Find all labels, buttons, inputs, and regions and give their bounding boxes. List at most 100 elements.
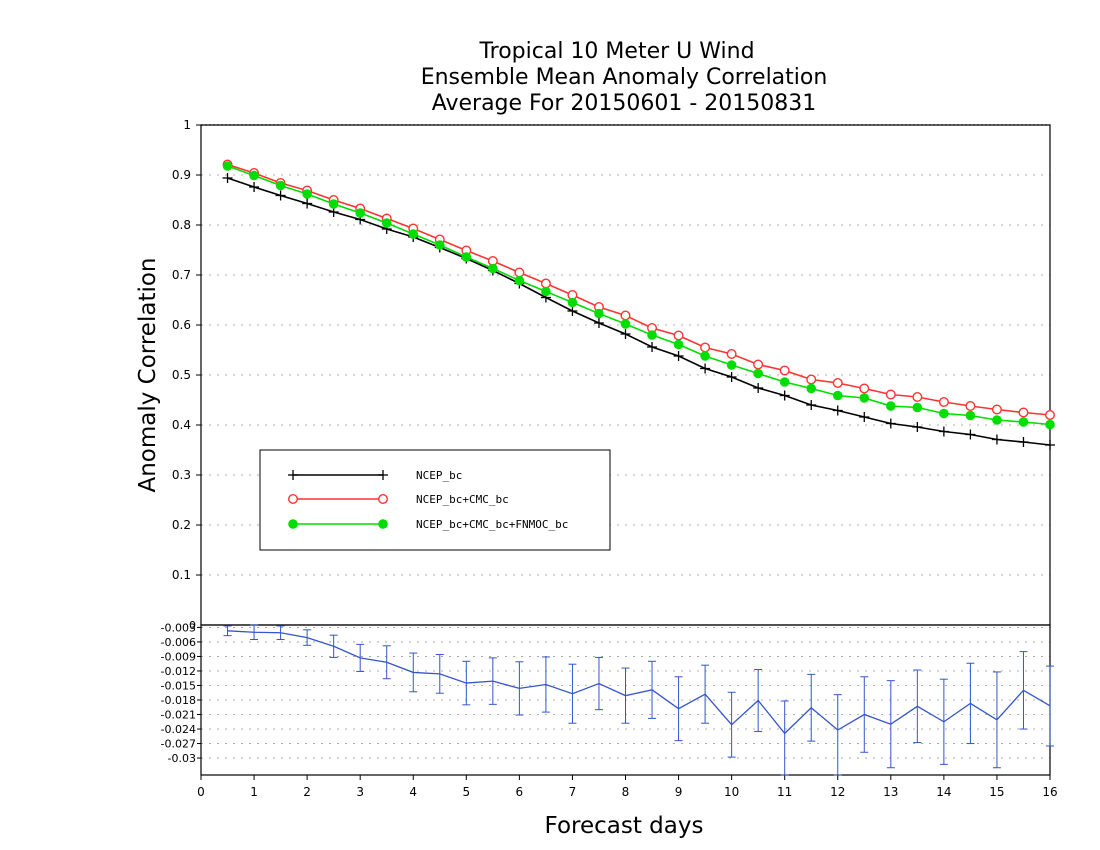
top-y-tick-label: 0.6 [172, 318, 191, 332]
error-bar [329, 634, 338, 658]
series-1-point [700, 363, 711, 374]
chart-title-line-2: Ensemble Mean Anomaly Correlation [421, 65, 828, 90]
error-bar [754, 669, 763, 732]
error-bar [701, 664, 710, 724]
error-bar [886, 680, 895, 769]
series-2-point [938, 397, 949, 408]
series-3-point [965, 410, 976, 421]
top-y-tick-label: 0.7 [172, 268, 191, 282]
bottom-y-zero-label: 0 [189, 619, 196, 632]
series-2-point [1018, 407, 1029, 418]
series-3-point [939, 408, 949, 419]
series-3-point [567, 297, 578, 308]
series-3-point [779, 377, 790, 387]
chart-title-line-1: Tropical 10 Meter U Wind [478, 39, 754, 64]
error-bar [541, 656, 550, 713]
series-1-point [275, 190, 286, 201]
x-tick-label: 8 [622, 785, 630, 799]
x-tick-label: 2 [303, 785, 311, 799]
error-bar [462, 660, 471, 706]
series-1-point [912, 422, 923, 432]
series-3-point [249, 170, 259, 181]
top-y-tick-label: 0.3 [172, 468, 191, 482]
error-bar [515, 661, 524, 716]
top-y-tick-label: 0.1 [172, 568, 191, 582]
bottom-y-tick-label: -0.003 [161, 621, 196, 634]
error-bar [488, 657, 497, 705]
top-y-axis: 0.1 0.2 0.3 0.4 0.5 0.6 0.7 0.8 0.9 1 [172, 118, 201, 582]
error-bar [860, 676, 869, 753]
series-2-point [753, 359, 764, 370]
chart-title-line-3: Average For 20150601 - 20150831 [432, 91, 817, 116]
series-1-point [938, 426, 949, 437]
series-3-point [886, 401, 896, 411]
error-bar [356, 643, 365, 672]
top-y-tick-label: 0.5 [172, 368, 191, 382]
series-3-point [488, 263, 498, 274]
series-1-point [593, 318, 604, 328]
bottom-y-tick-label: -0.012 [161, 665, 196, 678]
x-tick-label: 4 [409, 785, 417, 799]
series-2-point [912, 392, 923, 403]
bottom-y-tick-label: -0.021 [161, 709, 196, 722]
top-y-tick-label: 0.9 [172, 168, 191, 182]
series-3-point [753, 368, 763, 379]
x-axis-label: Forecast days [545, 813, 704, 839]
error-bar [303, 629, 312, 646]
bottom-series-layer [223, 624, 1054, 776]
series-1-point [1045, 440, 1055, 450]
error-bar [568, 663, 577, 724]
x-tick-label: 13 [883, 785, 898, 799]
bottom-y-tick-label: -0.006 [161, 636, 196, 649]
x-tick-label: 1 [250, 785, 258, 799]
series-1-point [779, 390, 790, 401]
series-3-point [541, 286, 551, 297]
series-3-point [594, 308, 604, 319]
series-1-point [726, 372, 737, 382]
legend-label-3: NCEP_bc+CMC_bc+FNMOC_bc [416, 518, 568, 531]
bottom-y-tick-label: -0.015 [161, 679, 196, 692]
series-line-2 [227, 163, 1051, 416]
series-2-point [673, 330, 684, 341]
series-1-point [753, 383, 764, 393]
series-1-point [806, 400, 817, 410]
series-3-point [461, 252, 472, 262]
x-tick-label: 14 [936, 785, 951, 799]
series-3-point [700, 351, 710, 361]
series-3-point [673, 339, 684, 350]
legend-label-2: NCEP_bc+CMC_bc [416, 493, 509, 506]
top-y-tick-label: 1 [183, 118, 191, 132]
series-2-point [540, 278, 551, 289]
x-tick-label: 7 [569, 785, 577, 799]
error-bar [621, 667, 630, 724]
series-2-point [1044, 410, 1055, 421]
series-1-point [1018, 437, 1029, 447]
series-2-point [779, 365, 790, 376]
x-tick-label: 11 [777, 785, 792, 799]
x-tick-label: 6 [516, 785, 524, 799]
bottom-y-tick-label: -0.009 [161, 650, 196, 663]
series-1-point [991, 434, 1002, 445]
series-2-point [806, 374, 817, 385]
series-1-point [647, 342, 658, 352]
x-axis: 0 1 2 3 4 5 6 7 8 9 10 11 12 13 14 15 16 [197, 775, 1058, 799]
error-bar [382, 645, 391, 680]
series-2-point [832, 378, 843, 389]
series-1-point [965, 429, 976, 440]
error-bar [913, 669, 922, 744]
x-tick-label: 9 [675, 785, 683, 799]
error-bar [223, 625, 232, 637]
error-bar [1046, 665, 1054, 747]
bottom-y-tick-label: -0.024 [161, 723, 196, 736]
series-2-point [620, 310, 631, 321]
series-3-point [381, 218, 392, 228]
error-bar [966, 662, 975, 745]
error-bar [939, 678, 948, 765]
difference-line [227, 630, 1051, 735]
series-1-point [859, 412, 870, 422]
top-y-tick-label: 0.8 [172, 218, 191, 232]
series-3-point [620, 319, 631, 329]
error-bar [435, 654, 444, 694]
series-2-point [514, 267, 525, 278]
